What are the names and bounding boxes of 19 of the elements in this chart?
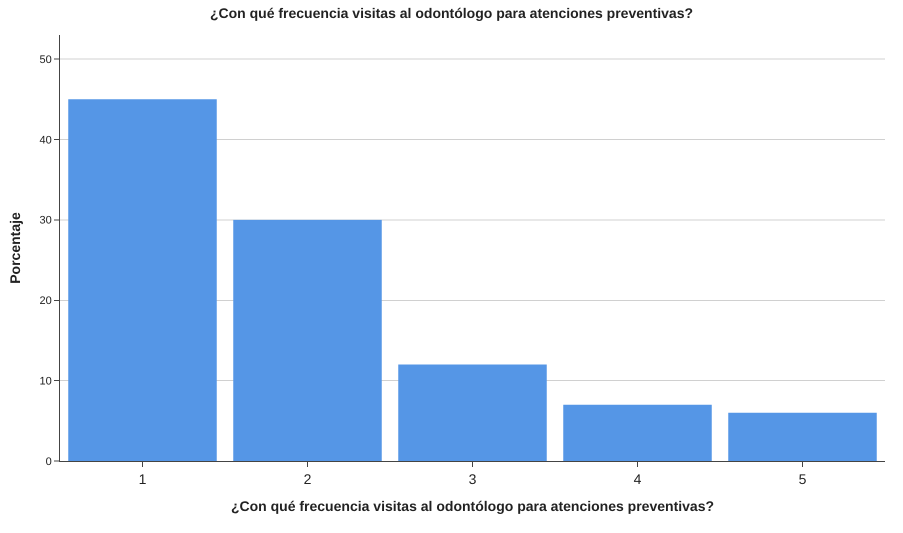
bar [68,99,217,461]
x-tick-label: 3 [468,470,477,487]
bar [563,404,712,461]
chart-title: ¿Con qué frecuencia visitas al odontólogo para atenciones preventivas? [210,4,694,21]
y-axis-title: Porcentaje [7,212,24,284]
x-tick-label: 5 [798,470,807,487]
x-tick-label: 2 [304,470,312,487]
x-tick-label: 4 [634,470,642,487]
bar [233,220,382,461]
x-tick-label: 1 [138,470,147,487]
y-tick-label: 10 [40,375,52,388]
x-axis-title: ¿Con qué frecuencia visitas al odontólogo para atenciones preventivas? [230,498,714,514]
bar [728,412,877,461]
y-tick-label: 0 [46,456,52,468]
y-tick-label: 30 [40,214,52,227]
y-tick-label: 50 [40,54,52,66]
y-tick-label: 20 [40,295,52,308]
y-tick-label: 40 [40,134,52,146]
bar [398,364,547,461]
